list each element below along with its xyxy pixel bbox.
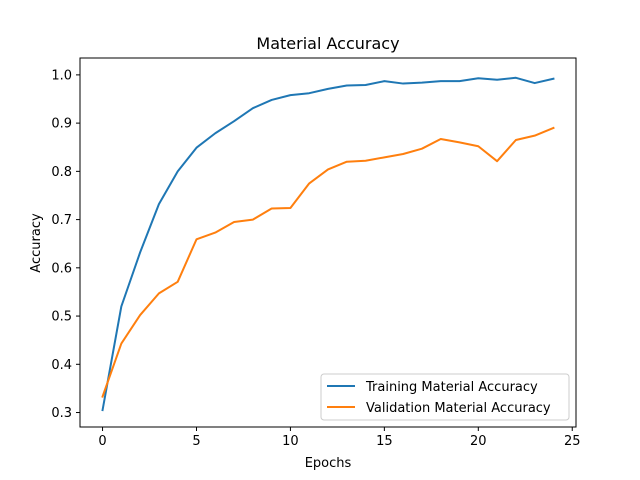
series-lines: [101, 76, 555, 412]
series-line-training: [101, 76, 555, 412]
x-tick-label: 20: [470, 434, 487, 449]
y-tick-label: 0.6: [51, 261, 72, 276]
y-tick-label: 0.8: [51, 165, 72, 180]
x-tick-label: 0: [98, 434, 106, 449]
y-tick-label: 0.5: [51, 310, 72, 325]
x-axis-ticks: 0 5 10 15 20 25: [98, 427, 581, 449]
y-tick-label: 0.4: [51, 358, 72, 373]
legend-box: [320, 373, 570, 421]
x-tick-label: 10: [282, 434, 299, 449]
x-axis-label: Epochs: [305, 456, 352, 471]
legend-label-validation: Validation Material Accuracy: [366, 401, 551, 416]
legend-label-training: Training Material Accuracy: [365, 380, 538, 395]
y-axis-ticks: 0.3 0.4 0.5 0.6 0.7 0.8 0.9 1.0: [51, 68, 80, 421]
axes-frame: [79, 57, 577, 428]
y-tick-label: 0.3: [51, 406, 72, 421]
plot-area: 0 5 10 15 20 25 0.3 0.4 0.5 0.6 0.7 0.8 0.9 1.0: [51, 57, 581, 449]
series-line-validation: [101, 126, 555, 398]
y-tick-label: 0.7: [51, 213, 72, 228]
x-tick-label: 15: [376, 434, 393, 449]
y-tick-label: 0.9: [51, 117, 72, 132]
x-tick-label: 25: [564, 434, 581, 449]
y-tick-label: 1.0: [51, 68, 72, 83]
x-tick-label: 5: [192, 434, 200, 449]
legend: Training Material Accuracy Validation Ma…: [320, 373, 570, 421]
y-axis-label: Accuracy: [29, 213, 44, 273]
chart-title: Material Accuracy: [256, 34, 399, 53]
